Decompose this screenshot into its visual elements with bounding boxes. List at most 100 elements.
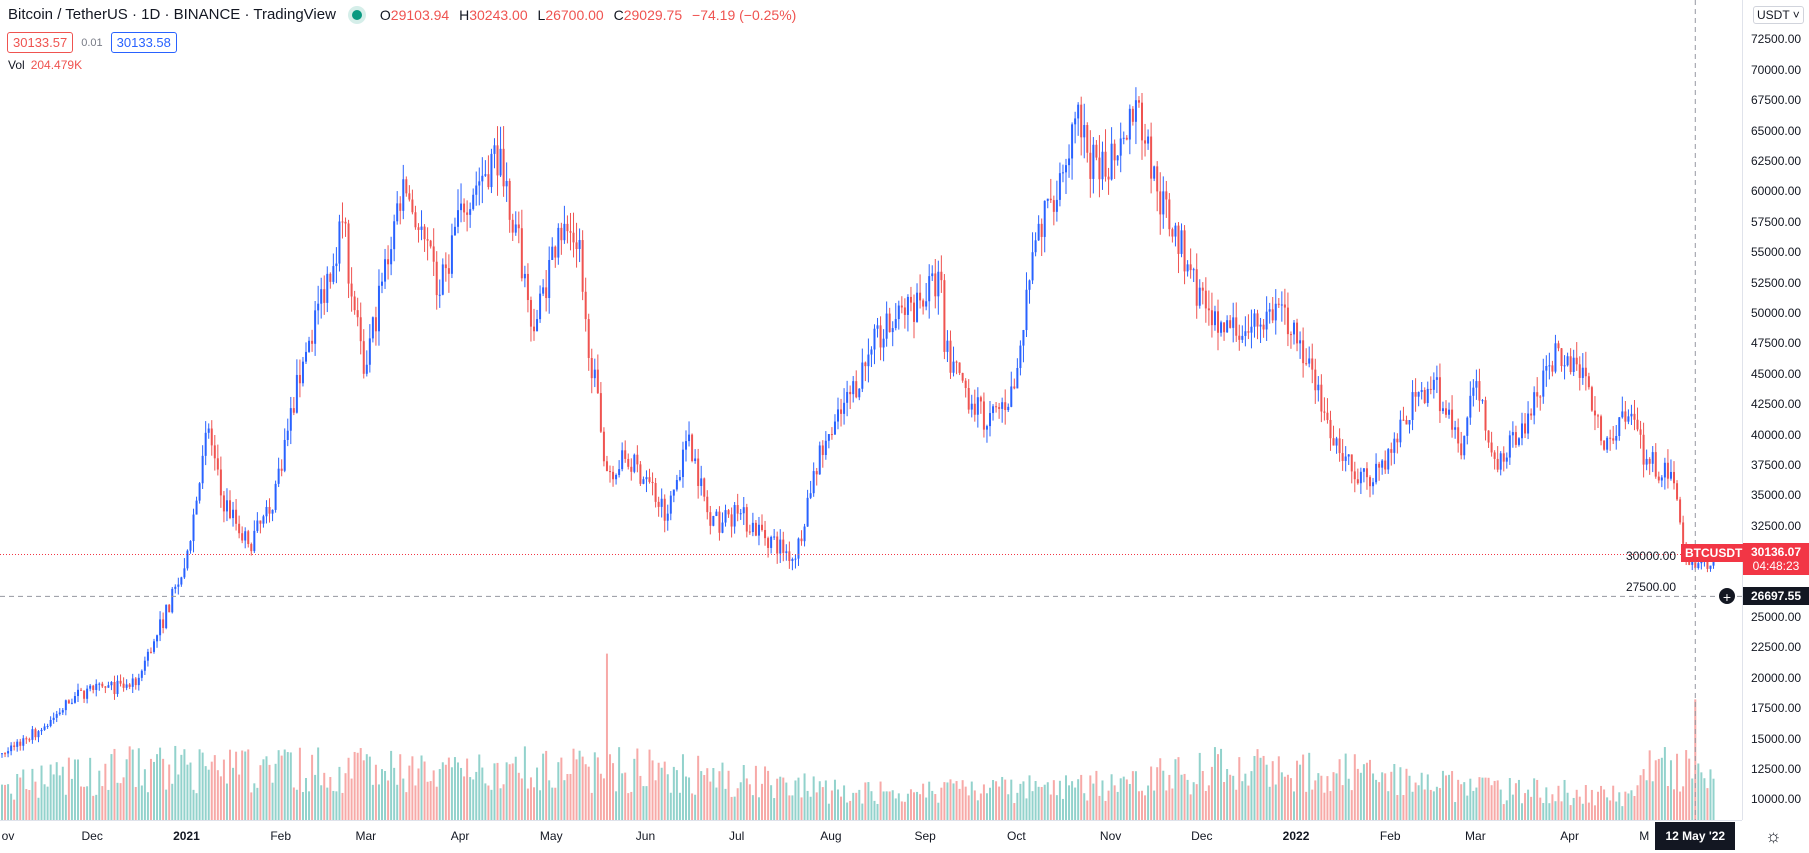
candle-body: [1122, 137, 1125, 139]
add-plus-icon[interactable]: +: [1718, 587, 1736, 605]
candle-body: [210, 428, 213, 446]
volume-bar: [326, 787, 329, 820]
volume-bar: [922, 783, 925, 820]
volume-bar: [292, 787, 295, 820]
volume-bar: [536, 767, 539, 820]
candle-body: [754, 522, 757, 536]
price-tick-label: 25000.00: [1751, 610, 1802, 624]
candle-body: [1040, 223, 1043, 237]
candle-body: [1445, 408, 1447, 415]
volume-bar: [995, 781, 998, 820]
volume-bar: [104, 763, 107, 820]
volume-bar: [177, 774, 180, 820]
volume-bar: [1031, 791, 1034, 820]
volume-bar: [1268, 786, 1271, 820]
currency-select[interactable]: USDT ˅: [1753, 6, 1804, 24]
candle-body: [305, 351, 307, 362]
candle-body: [174, 586, 177, 589]
candle-body: [876, 325, 879, 329]
volume-bar: [1344, 753, 1347, 820]
volume-bar: [764, 766, 767, 820]
candle-body: [1590, 387, 1593, 411]
candle-body: [1353, 471, 1356, 480]
candle-body: [301, 361, 304, 384]
volume-bar: [368, 756, 371, 820]
volume-bar: [788, 795, 791, 820]
candle-body: [377, 285, 380, 332]
volume-bar: [1648, 750, 1651, 820]
volume-bar: [1326, 776, 1329, 820]
candle-body: [681, 449, 684, 478]
volume-bar: [767, 770, 770, 820]
candle-body: [195, 500, 198, 515]
price-chart[interactable]: [0, 0, 1742, 820]
candle-body: [1472, 387, 1475, 396]
candle-body: [1326, 412, 1329, 420]
candle-body: [268, 506, 271, 514]
volume-bar: [757, 797, 760, 820]
volume-bar: [444, 764, 447, 820]
volume-bar: [1065, 775, 1067, 820]
candle-body: [1019, 345, 1022, 369]
candle-body: [812, 471, 815, 494]
candle-body: [153, 641, 155, 652]
volume-bar: [797, 777, 800, 820]
time-tick-label: Feb: [1379, 829, 1401, 843]
candle-body: [368, 338, 371, 365]
candle-body: [356, 310, 359, 318]
symbol-title[interactable]: Bitcoin / TetherUS · 1D · BINANCE · Trad…: [8, 6, 336, 23]
price-tick-label: 67500.00: [1751, 93, 1802, 108]
volume-bar: [58, 775, 61, 820]
candle-body: [1025, 289, 1028, 331]
volume-bar: [1043, 784, 1046, 820]
volume-bar: [809, 796, 812, 820]
candle-body: [229, 500, 231, 519]
candle-body: [1104, 151, 1107, 177]
candle-body: [1475, 381, 1478, 388]
candle-body: [1663, 462, 1666, 478]
volume-bar: [149, 758, 152, 820]
candle-body: [1268, 309, 1271, 312]
candle-body: [636, 454, 639, 465]
candle-body: [526, 273, 529, 301]
volume-bar: [526, 788, 529, 820]
candle-body: [204, 432, 207, 456]
candle-body: [4, 753, 7, 755]
candle-body: [134, 678, 137, 686]
candle-body: [1244, 331, 1247, 336]
candle-body: [183, 568, 186, 578]
candle-body: [359, 317, 362, 342]
candle-body: [481, 175, 484, 182]
candle-body: [1402, 419, 1405, 421]
volume-bar: [189, 762, 192, 820]
candle-body: [767, 538, 770, 548]
gear-icon[interactable]: ☼: [1765, 826, 1782, 846]
sell-button[interactable]: 30133.57: [7, 32, 74, 53]
volume-bar: [353, 751, 356, 820]
candle-body: [569, 231, 572, 233]
candle-body: [1141, 102, 1143, 141]
price-axis[interactable]: 72500.00 70000.00 67500.00 65000.00 62500.00…: [1626, 0, 1809, 820]
candle-body: [1642, 434, 1645, 465]
volume-bar: [475, 771, 478, 820]
candle-body: [216, 458, 219, 470]
candle-body: [1071, 124, 1074, 159]
buy-button[interactable]: 30133.58: [110, 32, 177, 53]
volume-bar: [654, 780, 657, 820]
price-tick-label: 10000.00: [1751, 792, 1802, 807]
candle-body: [52, 717, 55, 720]
candle-body: [1478, 381, 1481, 401]
candle-body: [149, 651, 152, 653]
volume-bar: [1359, 772, 1362, 820]
time-axis[interactable]: ov Dec 2021 Feb Mar Apr May Jun Jul Aug Sep Oct Nov D…: [0, 820, 1742, 853]
volume-bar: [1296, 760, 1299, 820]
candle-body: [493, 145, 496, 154]
candle-body: [1189, 264, 1192, 271]
volume-bar: [143, 769, 146, 820]
volume-bar: [1615, 801, 1618, 820]
candle-body: [1092, 144, 1095, 179]
volume-bar: [1487, 777, 1490, 820]
volume-bar: [627, 793, 630, 820]
volume-bar: [311, 754, 314, 820]
candle-body: [572, 232, 575, 243]
